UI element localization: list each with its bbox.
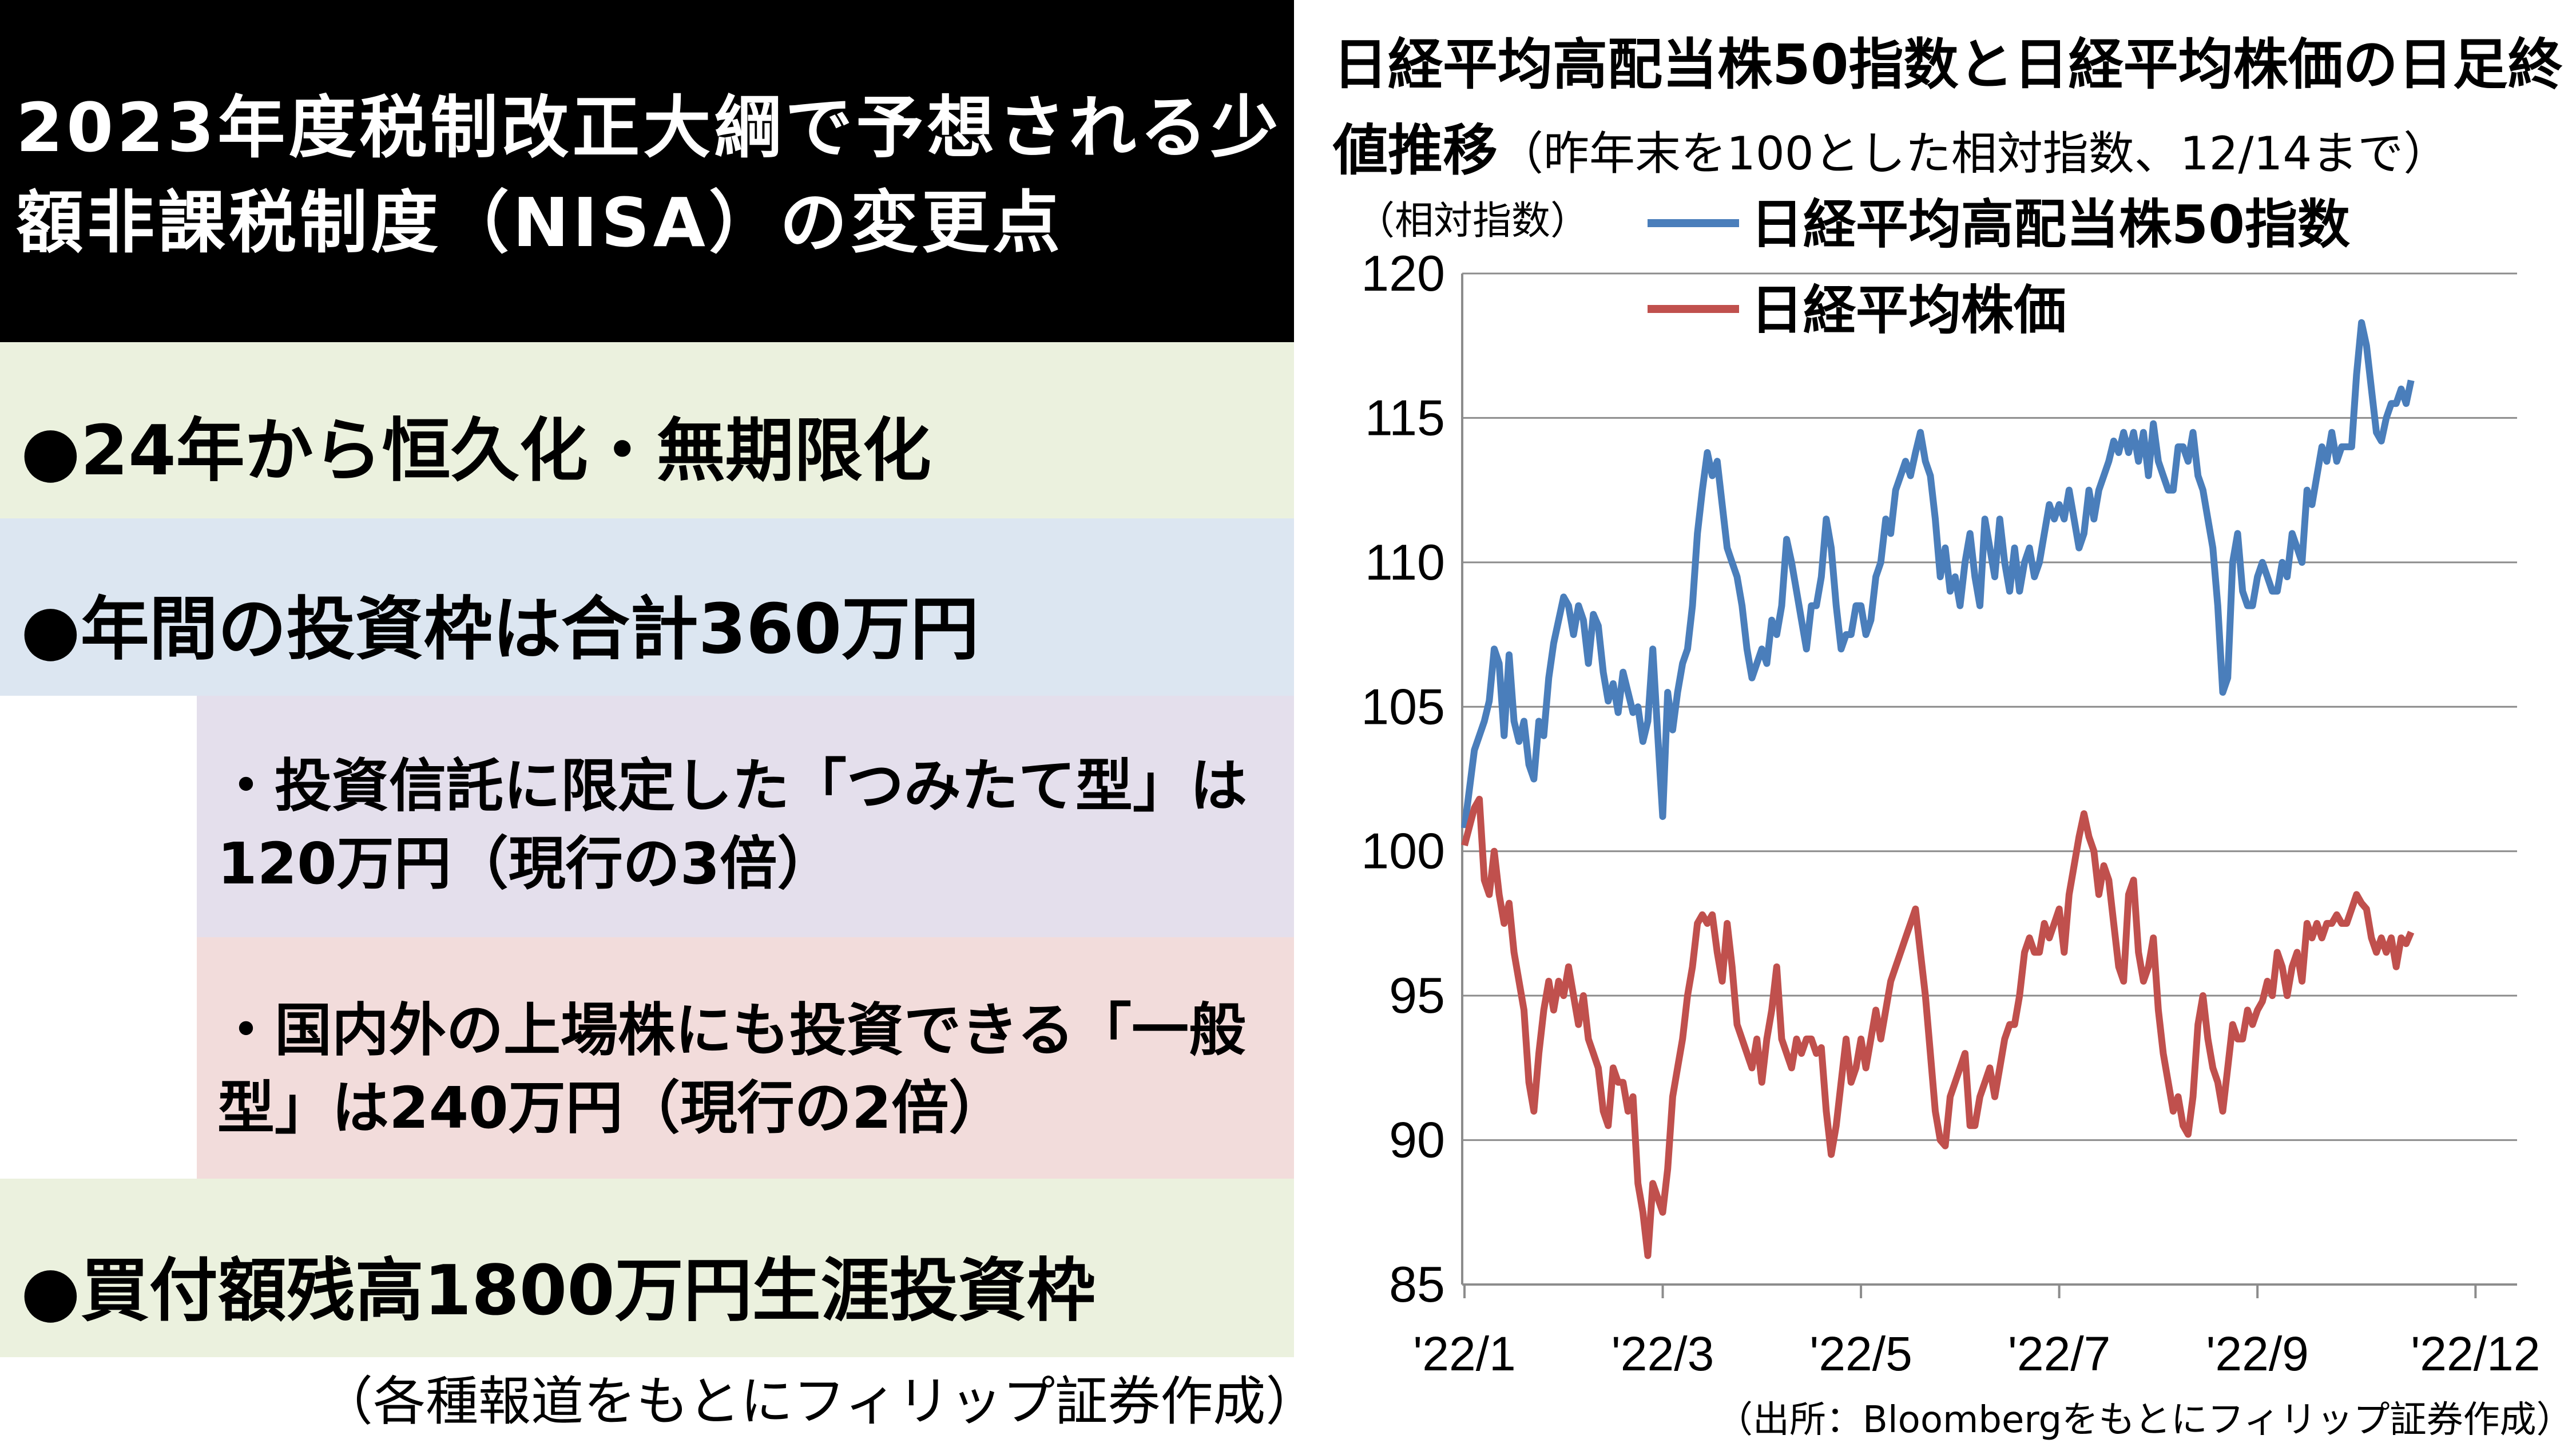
axes: 85 90 95 100 105 110 115 120 '22/1 '22/3 '22/5 '22/… — [1361, 245, 2540, 1381]
y-tick-label: 115 — [1365, 389, 1445, 446]
x-tick-label: '22/9 — [2206, 1327, 2309, 1381]
infographic-title: 2023年度税制改正大綱で予想される少額非課税制度（NISA）の変更点 — [0, 0, 1294, 342]
y-tick-label: 120 — [1361, 245, 1445, 302]
chart-source-note: （出所：Bloombergをもとにフィリップ証券作成） — [1716, 1399, 2573, 1441]
legend-label: 日経平均高配当株50指数 — [1751, 194, 2350, 255]
x-tick-label: '22/1 — [1413, 1327, 1516, 1381]
left-source-note: （各種報道をもとにフィリップ証券作成） — [320, 1371, 1319, 1432]
chart-title-text: 日経平均高配当株50指数と日経平均株価の日足終値推移 — [1333, 33, 2563, 183]
y-tick-label: 95 — [1389, 967, 1445, 1024]
series-line-high-dividend-50 — [1461, 319, 2415, 829]
sub-point-general-text: ・国内外の上場株にも投資できる「一般型」は240万円（現行の2倍） — [217, 997, 1246, 1141]
y-axis-label: （相対指数） — [1356, 199, 1590, 244]
x-tick-label: '22/12 — [2411, 1327, 2540, 1381]
point-permanent-text: ●24年から恒久化・無期限化 — [21, 411, 931, 491]
x-tick-label: '22/3 — [1612, 1327, 1714, 1381]
x-tick-label: '22/5 — [1809, 1327, 1912, 1381]
sub-point-tsumitate-text: ・投資信託に限定した「つみたて型」は120万円（現行の3倍） — [217, 752, 1247, 897]
series-lines — [1461, 319, 2415, 1259]
y-tick-label: 90 — [1389, 1112, 1445, 1168]
legend-label: 日経平均株価 — [1751, 280, 2066, 341]
x-tick-label: '22/7 — [2008, 1327, 2111, 1381]
y-tick-label: 105 — [1361, 678, 1445, 735]
point-lifetime-limit-text: ●買付額残高1800万円生涯投資枠 — [21, 1251, 1096, 1331]
point-annual-limit: ●年間の投資枠は合計360万円 — [0, 518, 1294, 696]
y-tick-label: 110 — [1365, 534, 1445, 590]
chart-subtitle: （昨年末を100とした相対指数、12/14まで） — [1498, 127, 2450, 180]
y-tick-label: 85 — [1389, 1256, 1445, 1313]
point-permanent: ●24年から恒久化・無期限化 — [0, 342, 1294, 518]
sub-point-tsumitate: ・投資信託に限定した「つみたて型」は120万円（現行の3倍） — [197, 696, 1294, 937]
point-annual-limit-text: ●年間の投資枠は合計360万円 — [21, 590, 979, 669]
chart-title: 日経平均高配当株50指数と日経平均株価の日足終値推移（昨年末を100とした相対指… — [1333, 22, 2574, 197]
series-line-nikkei-average — [1461, 795, 2415, 1259]
infographic-title-text: 2023年度税制改正大綱で予想される少額非課税制度（NISA）の変更点 — [16, 88, 1282, 262]
sub-point-general: ・国内外の上場株にも投資できる「一般型」は240万円（現行の2倍） — [197, 937, 1294, 1179]
y-tick-label: 100 — [1361, 823, 1445, 879]
point-lifetime-limit: ●買付額残高1800万円生涯投資枠 — [0, 1179, 1294, 1357]
